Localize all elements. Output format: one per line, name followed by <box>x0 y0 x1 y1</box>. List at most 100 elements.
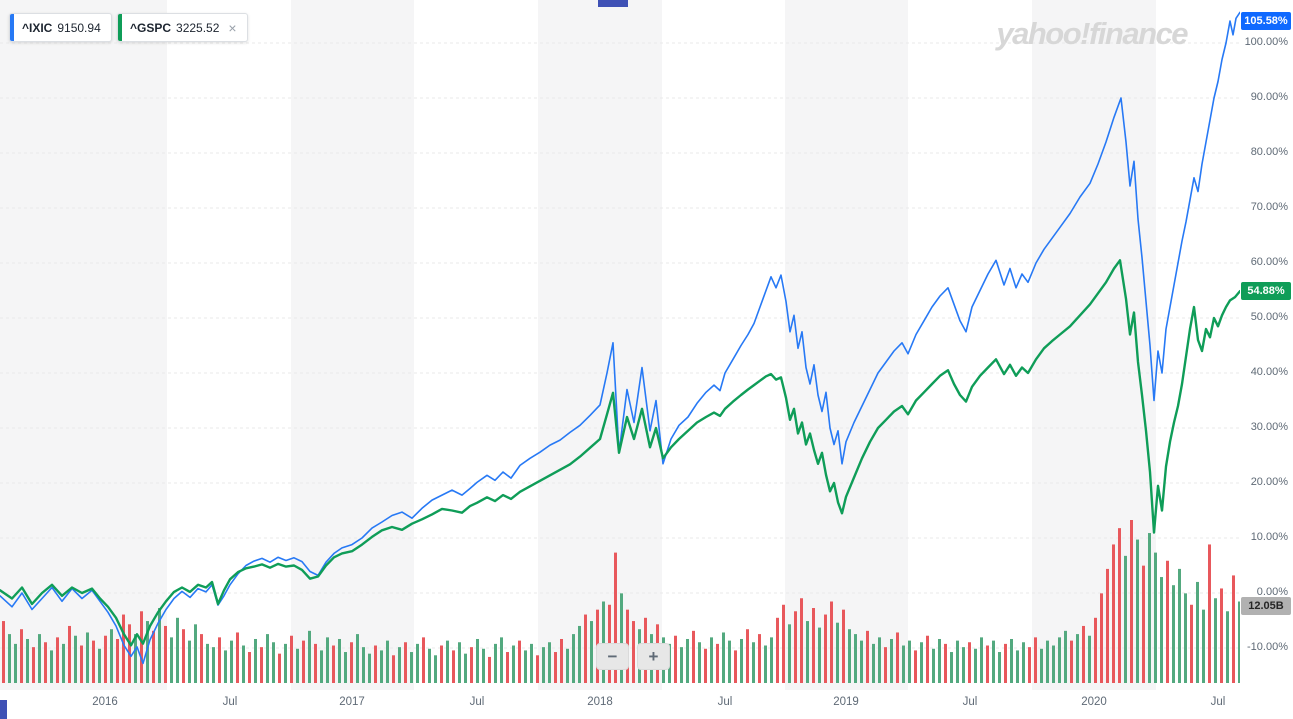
x-axis-label: 2018 <box>587 696 613 708</box>
x-axis-label: Jul <box>717 696 733 708</box>
volume-bar <box>26 638 29 683</box>
volume-bar <box>68 625 71 683</box>
ixic-price-label: 9150.94 <box>57 20 101 35</box>
volume-bar <box>602 601 605 683</box>
remove-gspc-icon[interactable]: × <box>228 19 237 36</box>
volume-bar <box>1202 609 1205 683</box>
blue-ui-fragment-corner <box>0 700 7 719</box>
x-axis-label: Jul <box>962 696 978 708</box>
volume-bar <box>1238 601 1240 683</box>
volume-bar <box>680 647 683 683</box>
volume-bar <box>1064 630 1067 683</box>
x-axis-label: 2019 <box>833 696 859 708</box>
volume-bar <box>266 634 269 683</box>
volume-bar <box>734 650 737 683</box>
volume-bar <box>962 647 965 683</box>
volume-bar <box>932 648 935 683</box>
volume-bar <box>506 652 509 683</box>
symbol-chip-ixic[interactable]: ^IXIC 9150.94 <box>9 13 112 42</box>
volume-bar <box>320 650 323 683</box>
volume-bar <box>470 647 473 683</box>
volume-bar <box>1220 588 1223 683</box>
volume-bar <box>764 645 767 683</box>
volume-bar <box>698 642 701 683</box>
background-band <box>1032 0 1156 690</box>
volume-bar <box>1016 650 1019 683</box>
volume-bar <box>968 642 971 683</box>
volume-bar <box>170 637 173 683</box>
volume-bar <box>1088 635 1091 683</box>
volume-bar <box>338 638 341 683</box>
volume-bar <box>632 621 635 683</box>
volume-bar <box>1112 544 1115 683</box>
volume-bar <box>674 635 677 683</box>
symbol-chip-gspc[interactable]: ^GSPC 3225.52 × <box>117 13 248 42</box>
volume-bar <box>1184 593 1187 683</box>
volume-bar <box>194 624 197 683</box>
volume-bar <box>458 642 461 683</box>
volume-bar <box>1124 555 1127 683</box>
volume-bar <box>1172 585 1175 683</box>
volume-bar <box>692 630 695 683</box>
volume-bar <box>314 643 317 683</box>
volume-bar <box>920 642 923 683</box>
volume-bar <box>1208 544 1211 683</box>
volume-bar <box>326 637 329 683</box>
y-axis: 105.58% 54.88% 12.05B 100.00% 90.00% 80.00… <box>1240 0 1293 719</box>
volume-bar <box>872 643 875 683</box>
volume-bar <box>1034 637 1037 683</box>
zoom-in-button[interactable]: + <box>637 643 670 670</box>
volume-bar <box>1148 533 1151 683</box>
volume-bar <box>254 638 257 683</box>
volume-bar <box>1010 638 1013 683</box>
y-axis-label: 10.00% <box>1250 531 1288 543</box>
volume-bar <box>512 645 515 683</box>
volume-bar <box>200 634 203 683</box>
volume-bar <box>38 634 41 683</box>
volume-bar <box>992 640 995 683</box>
volume-bar <box>530 643 533 683</box>
volume-bar <box>818 627 821 683</box>
volume-bar <box>368 653 371 683</box>
price-chart-canvas[interactable] <box>0 0 1240 719</box>
y-axis-label: 70.00% <box>1250 201 1288 213</box>
volume-bar <box>32 647 35 683</box>
volume-bar <box>950 652 953 683</box>
volume-bar <box>422 637 425 683</box>
volume-bar <box>374 645 377 683</box>
zoom-controls: − + <box>596 643 670 670</box>
volume-bar <box>902 645 905 683</box>
volume-bar <box>998 652 1001 683</box>
volume-bar <box>548 642 551 683</box>
volume-bar <box>518 640 521 683</box>
volume-bar <box>560 638 563 683</box>
zoom-out-button[interactable]: − <box>596 643 629 670</box>
volume-bar <box>146 621 149 683</box>
volume-bar <box>1154 552 1157 683</box>
volume-bar <box>908 640 911 683</box>
volume-bar <box>434 655 437 683</box>
volume-bar <box>1022 642 1025 683</box>
volume-bar <box>56 637 59 683</box>
volume-bar <box>614 552 617 683</box>
volume-bar <box>344 652 347 683</box>
volume-bar <box>1100 593 1103 683</box>
volume-bar <box>452 650 455 683</box>
volume-bar <box>890 638 893 683</box>
volume-bar <box>464 653 467 683</box>
volume-bar <box>176 617 179 683</box>
y-axis-label: 60.00% <box>1250 256 1288 268</box>
volume-bar <box>446 640 449 683</box>
volume-bar <box>590 621 593 683</box>
volume-bar <box>398 647 401 683</box>
volume-bar <box>164 625 167 683</box>
volume-bar <box>134 634 137 683</box>
volume-bar <box>704 648 707 683</box>
volume-bar <box>956 640 959 683</box>
gspc-last-value-badge: 54.88% <box>1241 282 1291 301</box>
y-axis-label: 30.00% <box>1250 421 1288 433</box>
volume-bar <box>410 652 413 683</box>
volume-bar <box>788 624 791 683</box>
volume-bar <box>686 638 689 683</box>
